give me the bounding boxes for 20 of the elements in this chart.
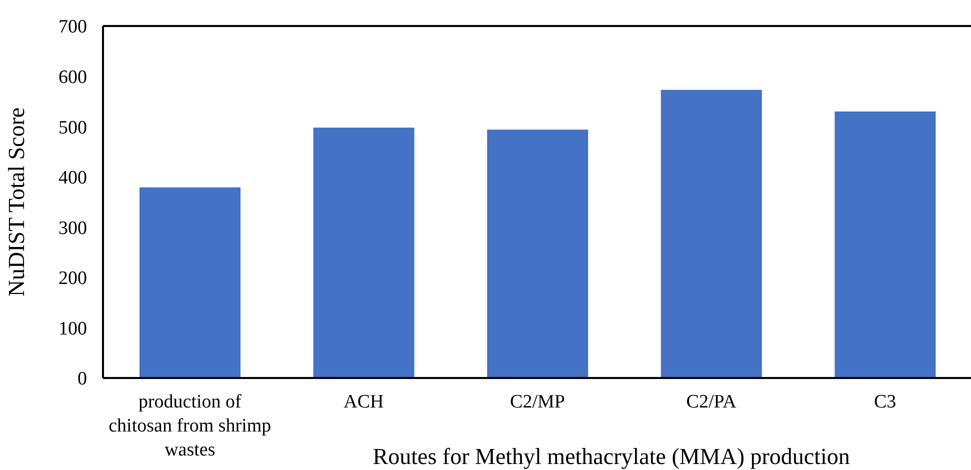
x-tick-label: C2/PA xyxy=(686,391,737,412)
bar xyxy=(834,111,936,378)
bar xyxy=(660,90,762,378)
y-tick-label: 100 xyxy=(58,318,87,340)
x-tick-label: C2/MP xyxy=(510,391,565,412)
y-tick-label: 0 xyxy=(78,368,87,390)
x-tick-label: ACH xyxy=(344,391,384,412)
y-tick-label: 600 xyxy=(58,67,87,88)
bar xyxy=(313,128,414,378)
x-tick-label: production of chitosan from shrimp wastes xyxy=(108,391,272,460)
y-tick-label: 400 xyxy=(58,168,87,189)
bar xyxy=(140,187,240,378)
x-tick-label: C3 xyxy=(874,391,896,412)
y-axis-title: NuDIST Total Score xyxy=(4,107,30,297)
bar xyxy=(487,130,588,378)
x-axis-title: Routes for Methyl methacrylate (MMA) production xyxy=(372,444,850,469)
y-tick-label: 700 xyxy=(58,16,87,38)
y-tick-label: 300 xyxy=(58,218,87,239)
y-tick-label: 200 xyxy=(58,268,87,290)
y-tick-label: 500 xyxy=(58,117,87,138)
